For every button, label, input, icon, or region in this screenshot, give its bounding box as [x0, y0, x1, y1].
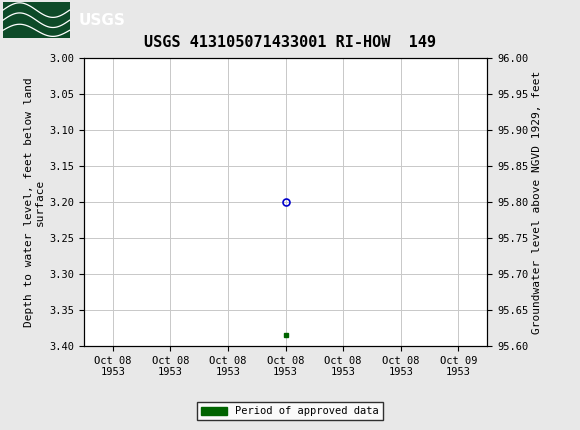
Bar: [3, 2, 70, 38]
Y-axis label: Groundwater level above NGVD 1929, feet: Groundwater level above NGVD 1929, feet: [532, 71, 542, 334]
Text: USGS 413105071433001 RI-HOW  149: USGS 413105071433001 RI-HOW 149: [144, 35, 436, 50]
Legend: Period of approved data: Period of approved data: [197, 402, 383, 421]
Text: USGS: USGS: [78, 13, 125, 28]
Y-axis label: Depth to water level, feet below land
surface: Depth to water level, feet below land su…: [24, 77, 45, 327]
